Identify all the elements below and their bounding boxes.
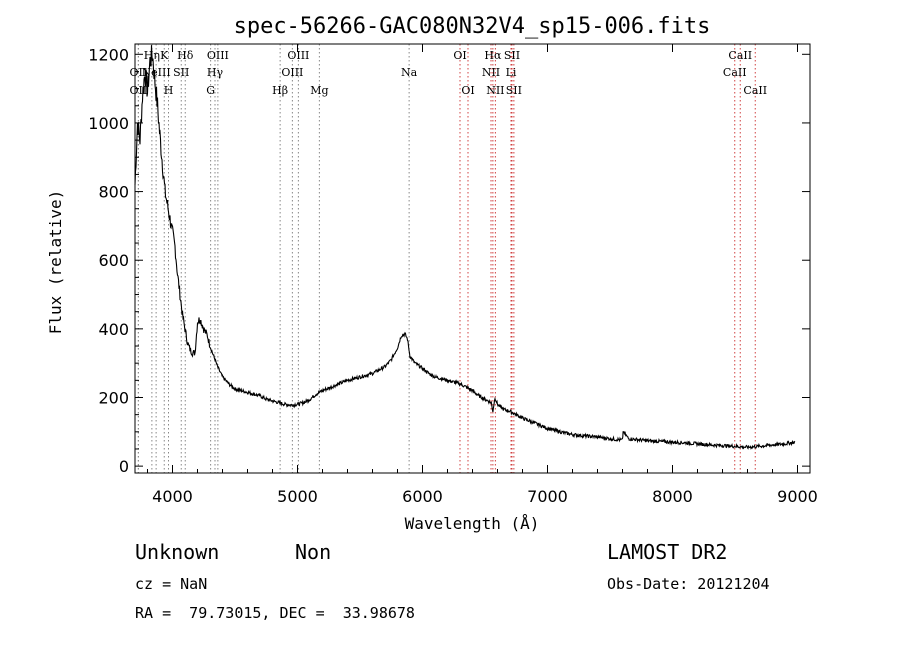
x-tick-label: 7000: [527, 487, 568, 506]
subclass-label: Non: [295, 540, 332, 564]
spectral-line-label: OII: [130, 66, 148, 79]
spectral-line-label: Hβ: [272, 84, 288, 97]
y-axis-ticks: 0 200 400 600 800 1000 1200: [88, 45, 810, 476]
survey-label: LAMOST DR2: [607, 540, 728, 564]
chart-title: spec-56266-GAC080N32V4_sp15-006.fits: [234, 14, 711, 39]
spectral-line-label: NII: [482, 66, 500, 79]
spectral-line-label: Hδ: [177, 49, 194, 62]
spectral-line-label: NII: [486, 84, 504, 97]
spectral-line-label: OII: [130, 84, 148, 97]
obs-date-label: Obs-Date: 20121204: [607, 575, 770, 593]
spectral-line-label: H: [164, 84, 174, 97]
y-tick-label: 400: [98, 320, 129, 339]
x-tick-label: 9000: [777, 487, 818, 506]
x-tick-label: 4000: [152, 487, 193, 506]
classification-label: Unknown: [135, 540, 220, 564]
y-tick-label: 600: [98, 251, 129, 270]
spectral-line-label: OIII: [207, 49, 229, 62]
y-axis-label: Flux (relative): [46, 190, 65, 335]
spectral-line-label: CaII: [743, 84, 767, 97]
spectral-line-label: OI: [461, 84, 474, 97]
spectral-line-label: Li: [506, 66, 517, 79]
spectral-line-markers: [137, 44, 756, 473]
spectral-line-label: G: [206, 84, 215, 97]
x-axis-ticks: 4000 5000 6000 7000 8000 9000: [147, 44, 818, 506]
spectral-line-label: CaII: [723, 66, 747, 79]
spectral-line-label: OI: [453, 49, 466, 62]
spectral-line-label: SII: [504, 49, 520, 62]
x-tick-label: 5000: [277, 487, 318, 506]
spectral-line-label: K: [160, 49, 169, 62]
redshift-label: cz = NaN: [135, 575, 208, 593]
y-tick-label: 1200: [88, 45, 129, 64]
spectrum-series-line: [134, 45, 796, 450]
y-tick-label: 1000: [88, 114, 129, 133]
y-tick-label: 800: [98, 183, 129, 202]
spectral-line-label: SII: [173, 66, 189, 79]
spectral-line-label: Hγ: [207, 66, 224, 79]
coordinates-label: RA = 79.73015, DEC = 33.98678: [135, 604, 415, 622]
spectral-line-label: OIII: [287, 49, 309, 62]
spectral-line-label: Na: [401, 66, 418, 79]
y-tick-label: 0: [119, 457, 129, 476]
spectral-line-label: Mg: [310, 84, 328, 97]
spectral-line-label: OIII: [281, 66, 303, 79]
y-tick-label: 200: [98, 388, 129, 407]
x-axis-label: Wavelength (Å): [405, 514, 540, 533]
spectral-line-label: Hα: [484, 49, 502, 62]
plot-frame: [134, 43, 811, 474]
spectral-line-label: CaII: [728, 49, 752, 62]
x-tick-label: 6000: [402, 487, 443, 506]
x-tick-label: 8000: [652, 487, 693, 506]
spectral-line-label: SII: [506, 84, 522, 97]
